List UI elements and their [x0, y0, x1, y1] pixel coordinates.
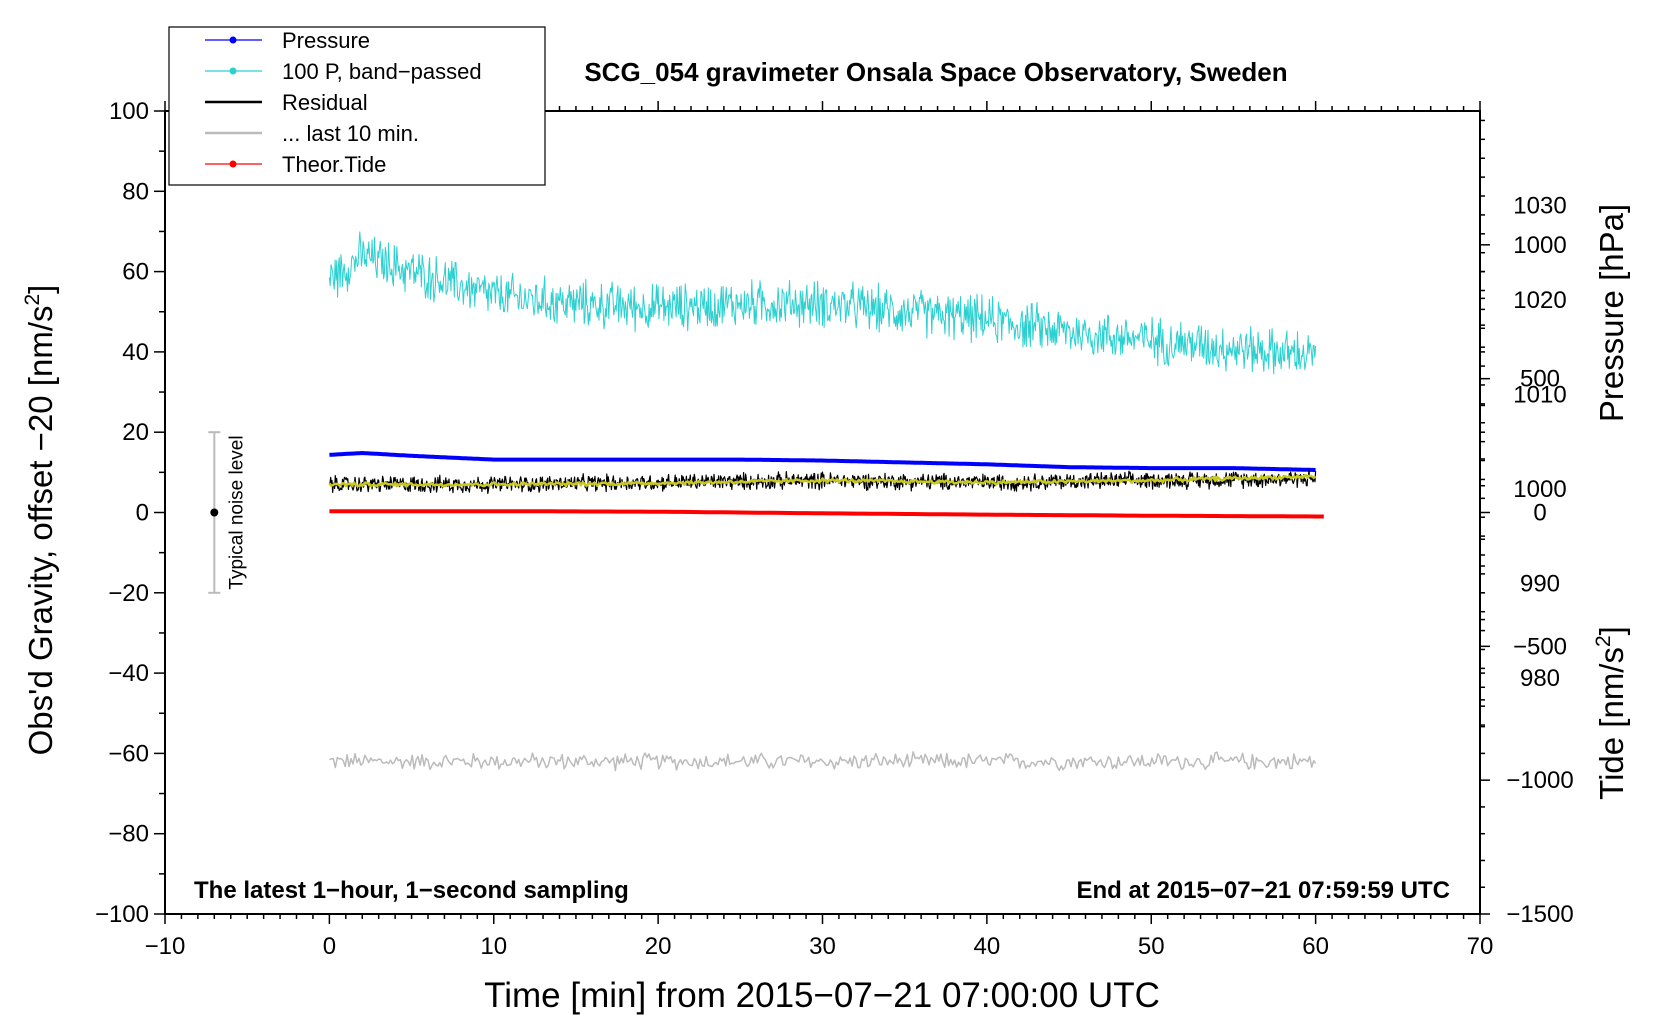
x-tick-label: −10: [145, 933, 186, 960]
pressure-tick-label: 980: [1520, 665, 1560, 692]
x-tick-label: 0: [323, 933, 336, 960]
x-tick-label: 30: [809, 933, 836, 960]
annotation-end-time: End at 2015−07−21 07:59:59 UTC: [1076, 877, 1450, 904]
x-tick-label: 60: [1302, 933, 1329, 960]
y-tick-label: −60: [108, 740, 149, 767]
tide-tick-label: 0: [1533, 500, 1546, 527]
x-tick-label: 70: [1467, 933, 1494, 960]
x-axis-label: Time [min] from 2015−07−21 07:00:00 UTC: [484, 976, 1160, 1015]
x-tick-label: 40: [974, 933, 1001, 960]
tide-tick-label: −1000: [1506, 767, 1573, 794]
x-tick-label: 10: [480, 933, 507, 960]
y-label-gravity-sup: 2: [21, 294, 44, 306]
annotation-sampling: The latest 1−hour, 1−second sampling: [194, 877, 629, 904]
y-tick-label: −80: [108, 821, 149, 848]
pressure-tick-label: 1020: [1513, 287, 1566, 314]
y-tick-label: 100: [109, 98, 149, 125]
y-tick-label: −40: [108, 660, 149, 687]
series-line-pressure: [329, 451, 1316, 472]
y-tick-label: 0: [136, 500, 149, 527]
y-label-tide-sup: 2: [1592, 635, 1615, 647]
pressure-tick-label: 1030: [1513, 192, 1566, 219]
x-tick-label: 50: [1138, 933, 1165, 960]
y-axis-label-gravity: Obs'd Gravity, offset −20 [nm/s2]: [21, 285, 59, 756]
tide-tick-label: 1000: [1513, 232, 1566, 259]
pressure-tick-label: 1000: [1513, 476, 1566, 503]
y-tick-label: 60: [122, 259, 149, 286]
legend: Pressure 100 P, band−passed Residual ... la…: [168, 26, 546, 186]
legend-label: Theor.Tide: [282, 152, 386, 177]
ticks: −10 0 10 20 30 40 50 60 70−100−80−60−40−20020406…: [95, 98, 1574, 960]
y-axis-label-tide: Tide [nm/s2]: [1592, 626, 1630, 800]
y-tick-label: 20: [122, 419, 149, 446]
y-tick-label: 40: [122, 339, 149, 366]
tide-tick-label: 500: [1520, 366, 1560, 393]
noise-bar-label: Typical noise level: [226, 435, 247, 589]
legend-box: [168, 26, 546, 186]
series-line-theor-tide: [329, 509, 1324, 519]
legend-label: ... last 10 min.: [282, 121, 419, 146]
legend-swatch-marker: [229, 36, 237, 44]
y-label-tide-text: Tide [nm/s: [1593, 647, 1630, 800]
y-axis-label-pressure: Pressure [hPa]: [1593, 204, 1630, 422]
noise-bar-center: [210, 508, 219, 517]
legend-swatch-marker: [229, 67, 237, 75]
series-layer: [328, 231, 1324, 772]
noise-level-indicator: Typical noise level: [208, 431, 247, 594]
chart-title: SCG_054 gravimeter Onsala Space Observat…: [584, 57, 1287, 87]
y-label-gravity-text: Obs'd Gravity, offset −20 [nm/s: [22, 306, 59, 756]
plot-frame: [164, 110, 1481, 915]
legend-label: 100 P, band−passed: [282, 59, 482, 84]
y-tick-label: 80: [122, 178, 149, 205]
series-line-last-10-min: [329, 751, 1317, 772]
x-tick-label: 20: [645, 933, 672, 960]
legend-label: Residual: [282, 90, 368, 115]
series-line-residual-smoothed: [328, 473, 1317, 488]
tide-tick-label: −1500: [1506, 901, 1573, 928]
y-label-tide-end: ]: [1593, 626, 1630, 635]
legend-swatch-marker: [229, 160, 237, 168]
tide-tick-label: −500: [1513, 633, 1567, 660]
pressure-tick-label: 1010: [1513, 381, 1566, 408]
series-line-100-p-band-passed: [328, 231, 1317, 375]
pressure-tick-label: 990: [1520, 570, 1560, 597]
y-tick-label: −20: [108, 580, 149, 607]
y-tick-label: −100: [95, 901, 149, 928]
legend-label: Pressure: [282, 28, 370, 53]
y-label-gravity-end: ]: [22, 285, 59, 294]
